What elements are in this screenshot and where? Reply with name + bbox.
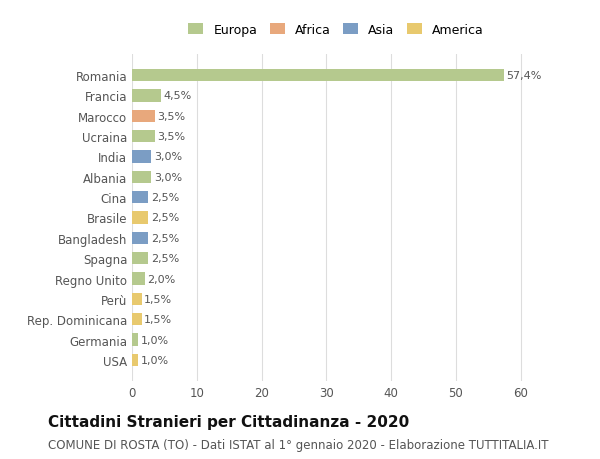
Bar (132, 232, 148, 244)
Bar (132, 293, 142, 305)
Bar (132, 252, 148, 265)
Text: 3,5%: 3,5% (157, 112, 185, 122)
Bar (132, 70, 504, 82)
Bar (132, 273, 145, 285)
Legend: Europa, Africa, Asia, America: Europa, Africa, Asia, America (184, 19, 488, 42)
Bar (132, 151, 151, 163)
Text: COMUNE DI ROSTA (TO) - Dati ISTAT al 1° gennaio 2020 - Elaborazione TUTTITALIA.I: COMUNE DI ROSTA (TO) - Dati ISTAT al 1° … (48, 438, 548, 451)
Text: 1,0%: 1,0% (141, 355, 169, 365)
Text: 1,5%: 1,5% (145, 314, 172, 325)
Bar (132, 334, 139, 346)
Bar (132, 131, 155, 143)
Text: 57,4%: 57,4% (506, 71, 542, 81)
Bar (132, 192, 148, 204)
Text: 2,0%: 2,0% (148, 274, 176, 284)
Text: 2,5%: 2,5% (151, 233, 179, 243)
Bar (132, 111, 155, 123)
Bar (132, 212, 148, 224)
Text: 3,0%: 3,0% (154, 173, 182, 182)
Bar (132, 90, 161, 102)
Text: 4,5%: 4,5% (164, 91, 192, 101)
Text: 2,5%: 2,5% (151, 213, 179, 223)
Text: 3,5%: 3,5% (157, 132, 185, 142)
Text: Cittadini Stranieri per Cittadinanza - 2020: Cittadini Stranieri per Cittadinanza - 2… (48, 414, 409, 429)
Text: 1,5%: 1,5% (145, 294, 172, 304)
Text: 2,5%: 2,5% (151, 193, 179, 203)
Bar (132, 171, 151, 184)
Text: 2,5%: 2,5% (151, 254, 179, 263)
Text: 1,0%: 1,0% (141, 335, 169, 345)
Bar (132, 313, 142, 325)
Bar (132, 354, 139, 366)
Text: 3,0%: 3,0% (154, 152, 182, 162)
